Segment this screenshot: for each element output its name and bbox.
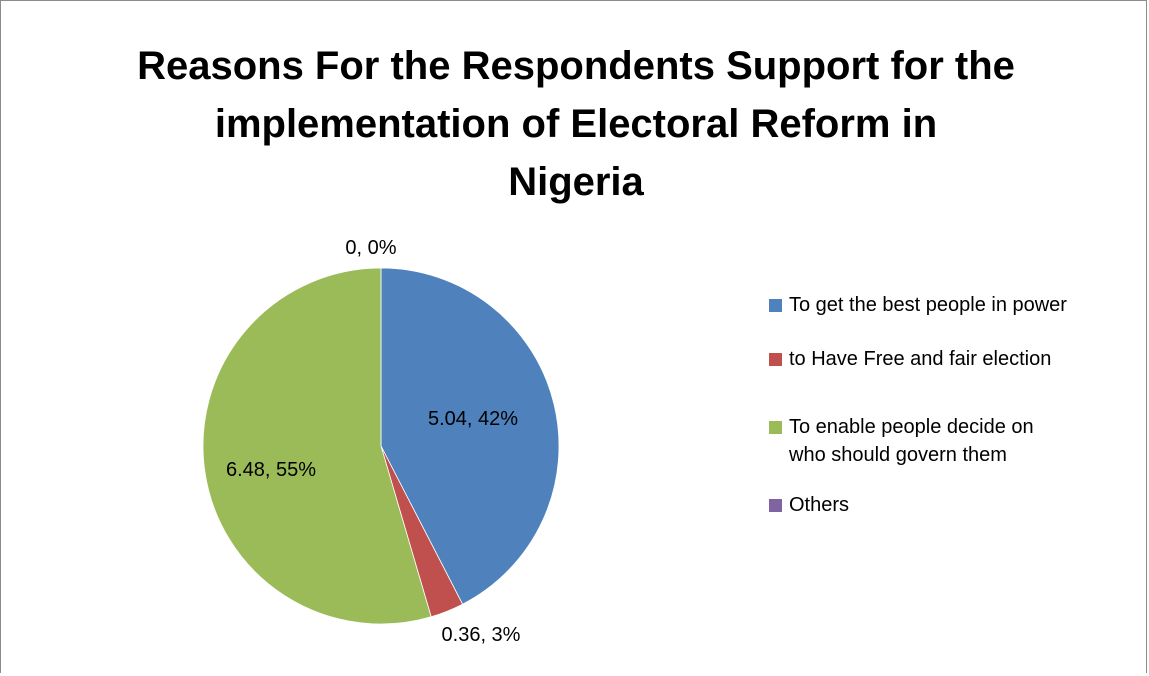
legend-item-best-people: To get the best people in power (769, 291, 1149, 319)
legend-label: to Have Free and fair election (789, 348, 1052, 370)
legend-item-others: Others (769, 491, 1149, 519)
legend-swatch-green (769, 421, 782, 434)
legend-item-free-fair-election: to Have Free and fair election (769, 345, 1149, 373)
legend: To get the best people in power to Have … (769, 291, 1149, 519)
slice-data-label: 5.04, 42% (428, 408, 518, 430)
chart-title: Reasons For the Respondents Support for … (31, 37, 1121, 211)
legend-swatch-purple (769, 499, 782, 512)
legend-swatch-red (769, 353, 782, 366)
pie-slice (380, 267, 560, 605)
legend-swatch-blue (769, 299, 782, 312)
pie-slice (202, 267, 432, 625)
legend-label: To enable people decide on (789, 416, 1034, 438)
chart-title-line-3: Nigeria (508, 160, 644, 204)
legend-label: To get the best people in power (789, 294, 1067, 316)
legend-item-enable-people: To enable people decide on who should go… (769, 413, 1149, 469)
legend-label: Others (789, 494, 850, 516)
chart-title-line-2: implementation of Electoral Reform in (214, 102, 938, 146)
legend-label: who should govern them (789, 444, 1007, 466)
slice-data-label: 6.48, 55% (226, 459, 316, 481)
slice-data-label: 0, 0% (345, 237, 396, 259)
chart-title-line-1: Reasons For the Respondents Support for … (137, 44, 1015, 88)
slice-data-label: 0.36, 3% (442, 624, 521, 646)
